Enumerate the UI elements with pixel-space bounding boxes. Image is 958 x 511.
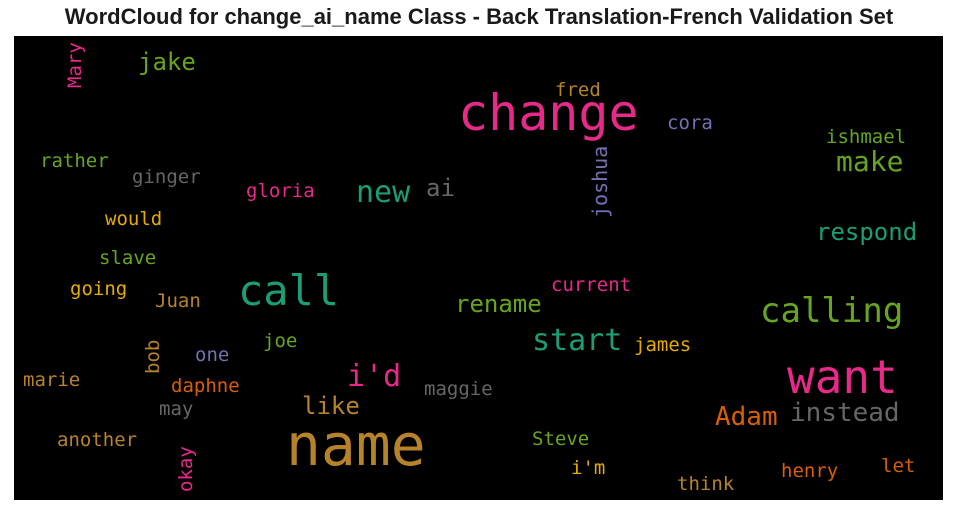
word-respond: respond	[816, 220, 917, 244]
word-joshua: joshua	[590, 146, 610, 218]
word-want: want	[787, 354, 898, 400]
word-steve: Steve	[532, 430, 589, 449]
word-cora: cora	[667, 114, 713, 133]
word-fred: fred	[555, 81, 601, 100]
word-one: one	[195, 346, 229, 365]
chart-title: WordCloud for change_ai_name Class - Bac…	[0, 4, 958, 30]
word-slave: slave	[99, 249, 156, 268]
word-cloud-canvas: name change want call calling start i'd new make…	[14, 36, 943, 500]
word-adam: Adam	[715, 404, 778, 430]
word-okay: okay	[177, 446, 196, 492]
word-calling: calling	[760, 294, 903, 328]
word-change: change	[458, 88, 639, 138]
word-jake: jake	[138, 50, 196, 74]
word-another: another	[57, 431, 137, 450]
word-may: may	[159, 400, 193, 419]
word-like: like	[302, 394, 360, 418]
word-ishmael: ishmael	[826, 128, 906, 147]
word-gloria: gloria	[246, 182, 315, 201]
word-joe: joe	[263, 332, 297, 351]
word-ai: ai	[426, 176, 455, 200]
word-name: name	[286, 416, 426, 474]
word-james: james	[634, 336, 691, 355]
word-i-d: i'd	[347, 362, 401, 392]
word-think: think	[677, 475, 734, 494]
word-rename: rename	[455, 292, 542, 316]
word-going: going	[70, 280, 127, 299]
word-make: make	[836, 148, 903, 176]
word-start: start	[532, 326, 622, 356]
word-ginger: ginger	[132, 168, 201, 187]
word-new: new	[356, 178, 410, 208]
word-current: current	[551, 276, 631, 295]
word-daphne: daphne	[171, 377, 240, 396]
word-would: would	[105, 210, 162, 229]
word-juan: Juan	[155, 292, 201, 311]
word-marie: marie	[23, 371, 80, 390]
word-call: call	[238, 270, 339, 312]
word-mary: Mary	[66, 42, 85, 88]
word-rather: rather	[40, 152, 109, 171]
word-let: let	[881, 457, 915, 476]
word-henry: henry	[781, 462, 838, 481]
word-bob: bob	[144, 340, 163, 374]
word-maggie: maggie	[424, 380, 493, 399]
word-i-m: i'm	[571, 459, 605, 478]
word-instead: instead	[790, 400, 900, 426]
